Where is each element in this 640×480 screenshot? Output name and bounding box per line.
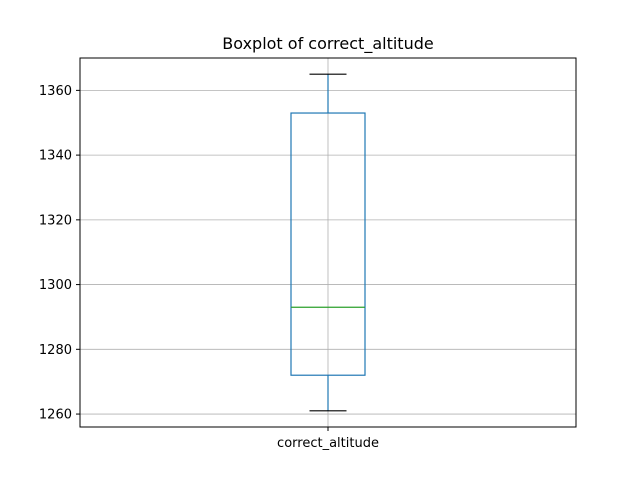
y-tick-label: 1300 <box>39 278 72 293</box>
x-axis: correct_altitude <box>277 427 379 451</box>
plot-area-frame <box>79 57 577 428</box>
y-tick-label: 1320 <box>39 213 72 228</box>
boxplot-group <box>290 73 366 412</box>
chart-title: Boxplot of correct_altitude <box>222 34 433 54</box>
iqr-box <box>290 112 366 376</box>
y-tick-label: 1280 <box>39 343 72 358</box>
y-tick-label: 1340 <box>39 149 72 164</box>
x-tick-label: correct_altitude <box>277 436 379 451</box>
y-axis: 1260 1280 1300 1320 1340 1360 <box>39 84 80 423</box>
y-tick-label: 1360 <box>39 84 72 99</box>
y-tick-label: 1260 <box>39 408 72 423</box>
